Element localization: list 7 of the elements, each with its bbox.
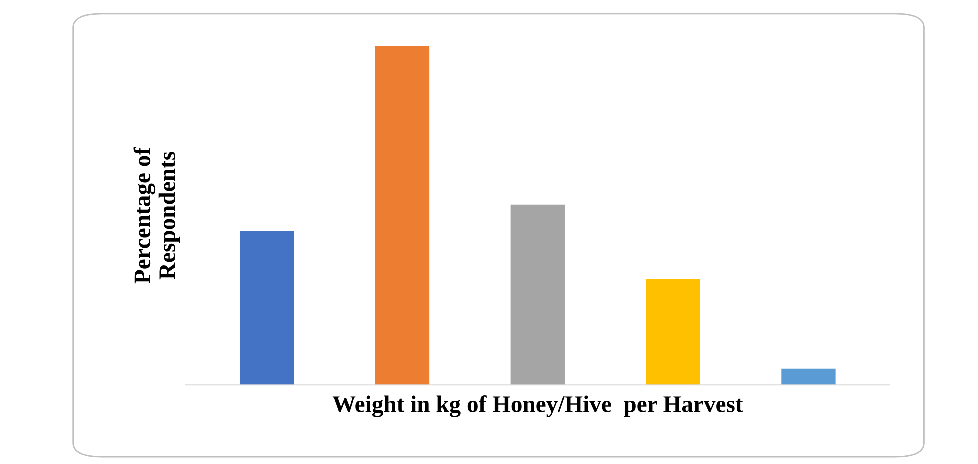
bar bbox=[510, 204, 565, 386]
bar bbox=[240, 231, 294, 386]
bar bbox=[782, 368, 836, 386]
x-axis-title: Weight in kg of Honey/Hive per Harvest bbox=[332, 396, 744, 418]
bar bbox=[646, 279, 700, 386]
y-axis-title: Percentage of Respondents bbox=[134, 147, 180, 284]
bar bbox=[375, 46, 430, 386]
